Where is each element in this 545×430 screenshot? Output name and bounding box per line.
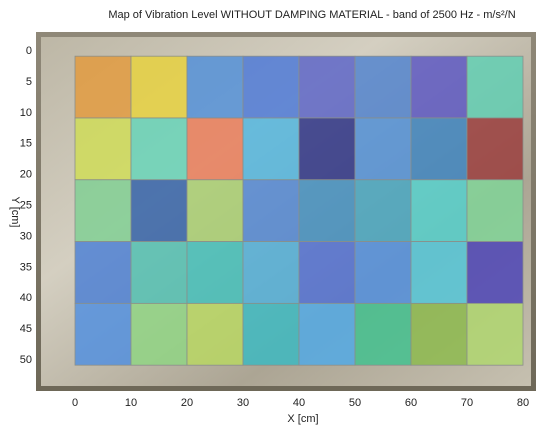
heatmap-cells [74, 55, 524, 366]
y-tick-label: 20 [20, 169, 32, 181]
heatmap-cell-r1-c6 [410, 117, 468, 181]
y-tick-label: 15 [20, 138, 32, 150]
heatmap-cell-r0-c0 [74, 55, 132, 119]
heatmap-cell-r4-c2 [186, 302, 244, 366]
y-tick-label: 50 [20, 354, 32, 366]
heatmap-cell-r3-c1 [130, 241, 188, 304]
heatmap-cell-r1-c0 [74, 117, 132, 181]
heatmap-cell-r2-c5 [354, 179, 412, 242]
y-tick-label: 0 [26, 45, 32, 57]
heatmap-cell-r4-c7 [466, 302, 524, 366]
heatmap-cell-r3-c5 [354, 241, 412, 304]
x-tick-label: 0 [72, 397, 78, 409]
heatmap-cell-r0-c7 [466, 55, 524, 119]
heatmap-cell-r2-c1 [130, 179, 188, 242]
x-tick-label: 60 [405, 397, 417, 409]
heatmap-cell-r4-c0 [74, 302, 132, 366]
heatmap-cell-r0-c6 [410, 55, 468, 119]
chart-title: Map of Vibration Level WITHOUT DAMPING M… [108, 9, 515, 21]
y-axis-label: Y [cm] [9, 197, 21, 228]
heatmap-cell-r1-c7 [466, 117, 524, 181]
heatmap-cell-r2-c7 [466, 179, 524, 242]
x-tick-label: 70 [461, 397, 473, 409]
heatmap-cell-r3-c2 [186, 241, 244, 304]
heatmap-cell-r3-c4 [298, 241, 356, 304]
y-tick-label: 35 [20, 261, 32, 273]
y-tick-label: 25 [20, 200, 32, 212]
x-axis-label: X [cm] [287, 413, 318, 425]
heatmap-cell-r1-c5 [354, 117, 412, 181]
heatmap-cell-r4-c1 [130, 302, 188, 366]
heatmap-cell-r0-c1 [130, 55, 188, 119]
heatmap-cell-r1-c1 [130, 117, 188, 181]
heatmap-cell-r0-c4 [298, 55, 356, 119]
x-tick-label: 40 [293, 397, 305, 409]
heatmap-cell-r2-c6 [410, 179, 468, 242]
heatmap-cell-r2-c3 [242, 179, 300, 242]
heatmap-cell-r3-c3 [242, 241, 300, 304]
y-tick-label: 40 [20, 292, 32, 304]
heatmap-cell-r2-c2 [186, 179, 244, 242]
heatmap-cell-r1-c3 [242, 117, 300, 181]
heatmap-cell-r3-c6 [410, 241, 468, 304]
heatmap-cell-r4-c4 [298, 302, 356, 366]
y-axis-ticks: 0 5 10 15 20 25 30 35 40 45 50 [20, 45, 32, 366]
heatmap-cell-r3-c7 [466, 241, 524, 304]
heatmap-cell-r0-c2 [186, 55, 244, 119]
x-tick-label: 80 [517, 397, 529, 409]
y-tick-label: 30 [20, 230, 32, 242]
x-tick-label: 10 [125, 397, 137, 409]
heatmap-cell-r1-c2 [186, 117, 244, 181]
heatmap-cell-r0-c5 [354, 55, 412, 119]
heatmap-cell-r2-c4 [298, 179, 356, 242]
x-tick-label: 50 [349, 397, 361, 409]
x-axis-ticks: 0 10 20 30 40 50 60 70 80 [72, 397, 529, 409]
heatmap-cell-r4-c6 [410, 302, 468, 366]
y-tick-label: 45 [20, 323, 32, 335]
heatmap-cell-r1-c4 [298, 117, 356, 181]
heatmap-cell-r0-c3 [242, 55, 300, 119]
y-tick-label: 5 [26, 76, 32, 88]
heatmap-cell-r4-c3 [242, 302, 300, 366]
x-tick-label: 30 [237, 397, 249, 409]
heatmap-cell-r4-c5 [354, 302, 412, 366]
y-tick-label: 10 [20, 107, 32, 119]
heatmap-cell-r2-c0 [74, 179, 132, 242]
x-tick-label: 20 [181, 397, 193, 409]
heatmap-cell-r3-c0 [74, 241, 132, 304]
